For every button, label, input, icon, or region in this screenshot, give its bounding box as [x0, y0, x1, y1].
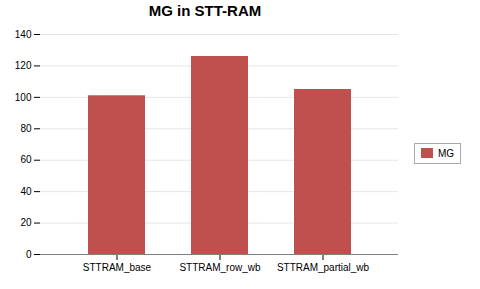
svg-text:STTRAM_row_wb: STTRAM_row_wb: [179, 262, 261, 273]
svg-text:STTRAM_base: STTRAM_base: [83, 262, 152, 273]
svg-text:100: 100: [15, 92, 32, 103]
svg-text:40: 40: [20, 186, 32, 197]
svg-text:80: 80: [20, 123, 32, 134]
svg-text:STTRAM_partial_wb: STTRAM_partial_wb: [277, 262, 370, 273]
html-text:MG in STT-RAM: MG in STT-RAM: [148, 2, 262, 19]
svg-text:140: 140: [15, 29, 32, 40]
svg-text:20: 20: [20, 217, 32, 228]
svg-text:120: 120: [15, 60, 32, 71]
html-text:MG: MG: [438, 147, 455, 159]
svg-text:60: 60: [20, 154, 32, 165]
svg-text:0: 0: [26, 249, 32, 260]
